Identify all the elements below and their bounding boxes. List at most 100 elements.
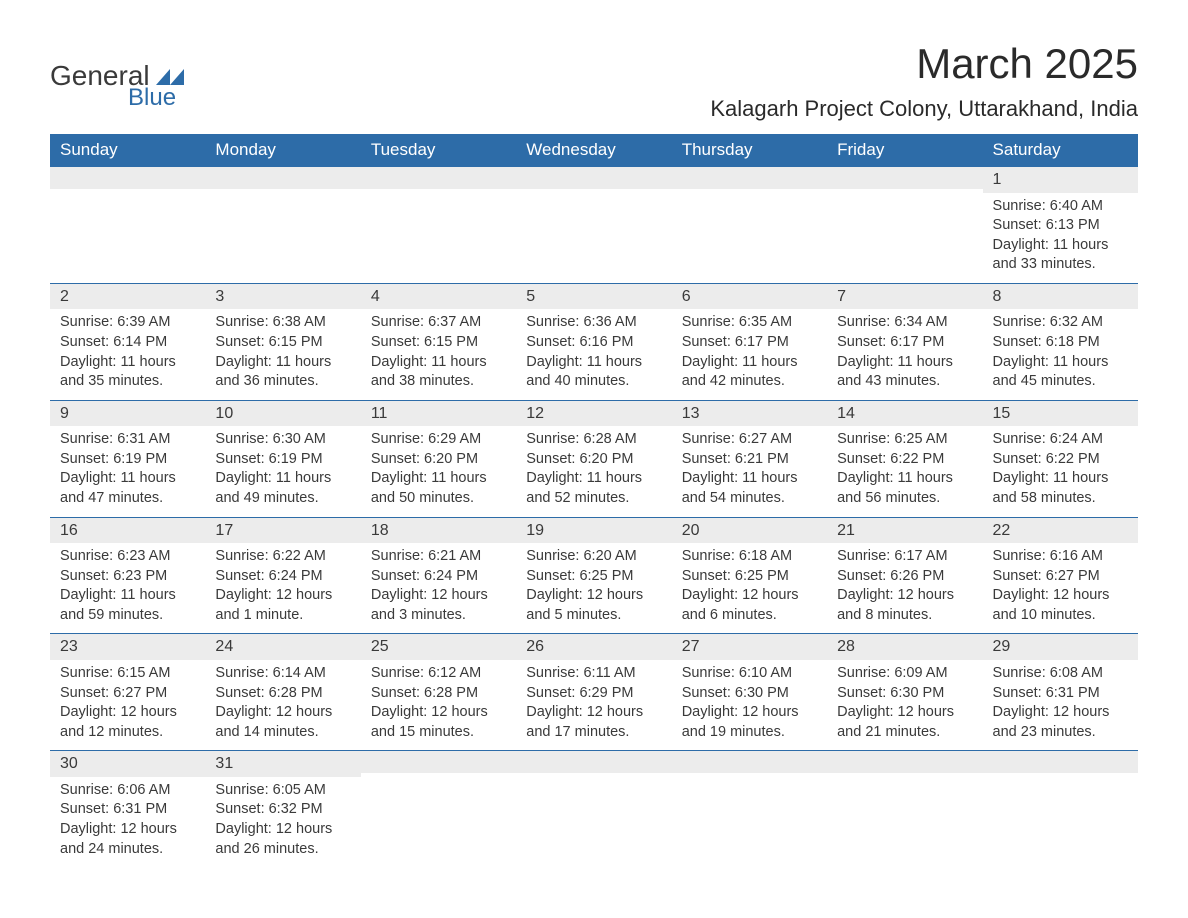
sunset-text: Sunset: 6:17 PM — [682, 333, 817, 353]
daylight-text: Daylight: 11 hours and 52 minutes. — [526, 469, 661, 508]
calendar-cell: 8Sunrise: 6:32 AMSunset: 6:18 PMDaylight… — [983, 283, 1138, 400]
calendar-cell — [672, 751, 827, 867]
calendar-cell: 7Sunrise: 6:34 AMSunset: 6:17 PMDaylight… — [827, 283, 982, 400]
day-body: Sunrise: 6:17 AMSunset: 6:26 PMDaylight:… — [827, 543, 982, 633]
day-number: 21 — [827, 518, 982, 544]
calendar-cell: 3Sunrise: 6:38 AMSunset: 6:15 PMDaylight… — [205, 283, 360, 400]
sunrise-text: Sunrise: 6:36 AM — [526, 313, 661, 333]
sunrise-text: Sunrise: 6:25 AM — [837, 430, 972, 450]
day-number — [516, 167, 671, 189]
sunrise-text: Sunrise: 6:08 AM — [993, 664, 1128, 684]
calendar-cell — [361, 751, 516, 867]
day-number: 1 — [983, 167, 1138, 193]
calendar-cell: 17Sunrise: 6:22 AMSunset: 6:24 PMDayligh… — [205, 517, 360, 634]
sunset-text: Sunset: 6:19 PM — [215, 450, 350, 470]
daylight-text: Daylight: 12 hours and 15 minutes. — [371, 703, 506, 742]
sunrise-text: Sunrise: 6:20 AM — [526, 547, 661, 567]
day-body: Sunrise: 6:21 AMSunset: 6:24 PMDaylight:… — [361, 543, 516, 633]
day-body: Sunrise: 6:29 AMSunset: 6:20 PMDaylight:… — [361, 426, 516, 516]
daylight-text: Daylight: 11 hours and 33 minutes. — [993, 236, 1128, 275]
daylight-text: Daylight: 12 hours and 23 minutes. — [993, 703, 1128, 742]
daylight-text: Daylight: 11 hours and 38 minutes. — [371, 353, 506, 392]
daylight-text: Daylight: 11 hours and 58 minutes. — [993, 469, 1128, 508]
day-body: Sunrise: 6:32 AMSunset: 6:18 PMDaylight:… — [983, 309, 1138, 399]
sunrise-text: Sunrise: 6:37 AM — [371, 313, 506, 333]
sunset-text: Sunset: 6:19 PM — [60, 450, 195, 470]
daylight-text: Daylight: 11 hours and 40 minutes. — [526, 353, 661, 392]
calendar-cell: 15Sunrise: 6:24 AMSunset: 6:22 PMDayligh… — [983, 400, 1138, 517]
sunrise-text: Sunrise: 6:12 AM — [371, 664, 506, 684]
day-body: Sunrise: 6:05 AMSunset: 6:32 PMDaylight:… — [205, 777, 360, 867]
sunrise-text: Sunrise: 6:38 AM — [215, 313, 350, 333]
sunrise-text: Sunrise: 6:35 AM — [682, 313, 817, 333]
day-body: Sunrise: 6:08 AMSunset: 6:31 PMDaylight:… — [983, 660, 1138, 750]
sunrise-text: Sunrise: 6:17 AM — [837, 547, 972, 567]
day-body: Sunrise: 6:22 AMSunset: 6:24 PMDaylight:… — [205, 543, 360, 633]
calendar-cell: 12Sunrise: 6:28 AMSunset: 6:20 PMDayligh… — [516, 400, 671, 517]
day-number — [361, 751, 516, 773]
day-number: 11 — [361, 401, 516, 427]
day-number: 29 — [983, 634, 1138, 660]
sunset-text: Sunset: 6:29 PM — [526, 684, 661, 704]
sunset-text: Sunset: 6:28 PM — [371, 684, 506, 704]
calendar-cell: 23Sunrise: 6:15 AMSunset: 6:27 PMDayligh… — [50, 634, 205, 751]
calendar-header-row: Sunday Monday Tuesday Wednesday Thursday… — [50, 134, 1138, 167]
day-number: 31 — [205, 751, 360, 777]
day-number: 23 — [50, 634, 205, 660]
sunrise-text: Sunrise: 6:16 AM — [993, 547, 1128, 567]
calendar-cell: 25Sunrise: 6:12 AMSunset: 6:28 PMDayligh… — [361, 634, 516, 751]
sunrise-text: Sunrise: 6:15 AM — [60, 664, 195, 684]
sunrise-text: Sunrise: 6:10 AM — [682, 664, 817, 684]
sunset-text: Sunset: 6:31 PM — [60, 800, 195, 820]
day-number — [50, 167, 205, 189]
sunrise-text: Sunrise: 6:31 AM — [60, 430, 195, 450]
brand-text-blue: Blue — [128, 84, 184, 112]
calendar-row: 2Sunrise: 6:39 AMSunset: 6:14 PMDaylight… — [50, 283, 1138, 400]
sunset-text: Sunset: 6:27 PM — [993, 567, 1128, 587]
daylight-text: Daylight: 11 hours and 47 minutes. — [60, 469, 195, 508]
daylight-text: Daylight: 11 hours and 43 minutes. — [837, 353, 972, 392]
calendar-cell: 31Sunrise: 6:05 AMSunset: 6:32 PMDayligh… — [205, 751, 360, 867]
sunset-text: Sunset: 6:15 PM — [371, 333, 506, 353]
sunrise-text: Sunrise: 6:11 AM — [526, 664, 661, 684]
calendar-cell: 24Sunrise: 6:14 AMSunset: 6:28 PMDayligh… — [205, 634, 360, 751]
daylight-text: Daylight: 11 hours and 59 minutes. — [60, 586, 195, 625]
calendar-cell — [672, 167, 827, 284]
daylight-text: Daylight: 12 hours and 10 minutes. — [993, 586, 1128, 625]
day-number — [205, 167, 360, 189]
day-body: Sunrise: 6:35 AMSunset: 6:17 PMDaylight:… — [672, 309, 827, 399]
sunset-text: Sunset: 6:24 PM — [215, 567, 350, 587]
sunset-text: Sunset: 6:20 PM — [371, 450, 506, 470]
sunset-text: Sunset: 6:23 PM — [60, 567, 195, 587]
sunset-text: Sunset: 6:27 PM — [60, 684, 195, 704]
day-number — [672, 751, 827, 773]
daylight-text: Daylight: 12 hours and 26 minutes. — [215, 820, 350, 859]
day-number: 4 — [361, 284, 516, 310]
calendar-cell: 6Sunrise: 6:35 AMSunset: 6:17 PMDaylight… — [672, 283, 827, 400]
sunset-text: Sunset: 6:25 PM — [526, 567, 661, 587]
calendar-cell: 18Sunrise: 6:21 AMSunset: 6:24 PMDayligh… — [361, 517, 516, 634]
day-body: Sunrise: 6:09 AMSunset: 6:30 PMDaylight:… — [827, 660, 982, 750]
daylight-text: Daylight: 11 hours and 45 minutes. — [993, 353, 1128, 392]
daylight-text: Daylight: 12 hours and 5 minutes. — [526, 586, 661, 625]
daylight-text: Daylight: 12 hours and 21 minutes. — [837, 703, 972, 742]
sunset-text: Sunset: 6:17 PM — [837, 333, 972, 353]
sunset-text: Sunset: 6:30 PM — [682, 684, 817, 704]
day-number: 13 — [672, 401, 827, 427]
day-number: 14 — [827, 401, 982, 427]
calendar-cell — [361, 167, 516, 284]
day-number: 20 — [672, 518, 827, 544]
calendar-cell — [827, 167, 982, 284]
daylight-text: Daylight: 12 hours and 17 minutes. — [526, 703, 661, 742]
day-body: Sunrise: 6:27 AMSunset: 6:21 PMDaylight:… — [672, 426, 827, 516]
sunrise-text: Sunrise: 6:29 AM — [371, 430, 506, 450]
day-body: Sunrise: 6:20 AMSunset: 6:25 PMDaylight:… — [516, 543, 671, 633]
sunrise-text: Sunrise: 6:30 AM — [215, 430, 350, 450]
sunset-text: Sunset: 6:20 PM — [526, 450, 661, 470]
calendar-row: 16Sunrise: 6:23 AMSunset: 6:23 PMDayligh… — [50, 517, 1138, 634]
calendar-cell — [827, 751, 982, 867]
daylight-text: Daylight: 11 hours and 50 minutes. — [371, 469, 506, 508]
day-body: Sunrise: 6:28 AMSunset: 6:20 PMDaylight:… — [516, 426, 671, 516]
day-number: 17 — [205, 518, 360, 544]
calendar-cell: 28Sunrise: 6:09 AMSunset: 6:30 PMDayligh… — [827, 634, 982, 751]
